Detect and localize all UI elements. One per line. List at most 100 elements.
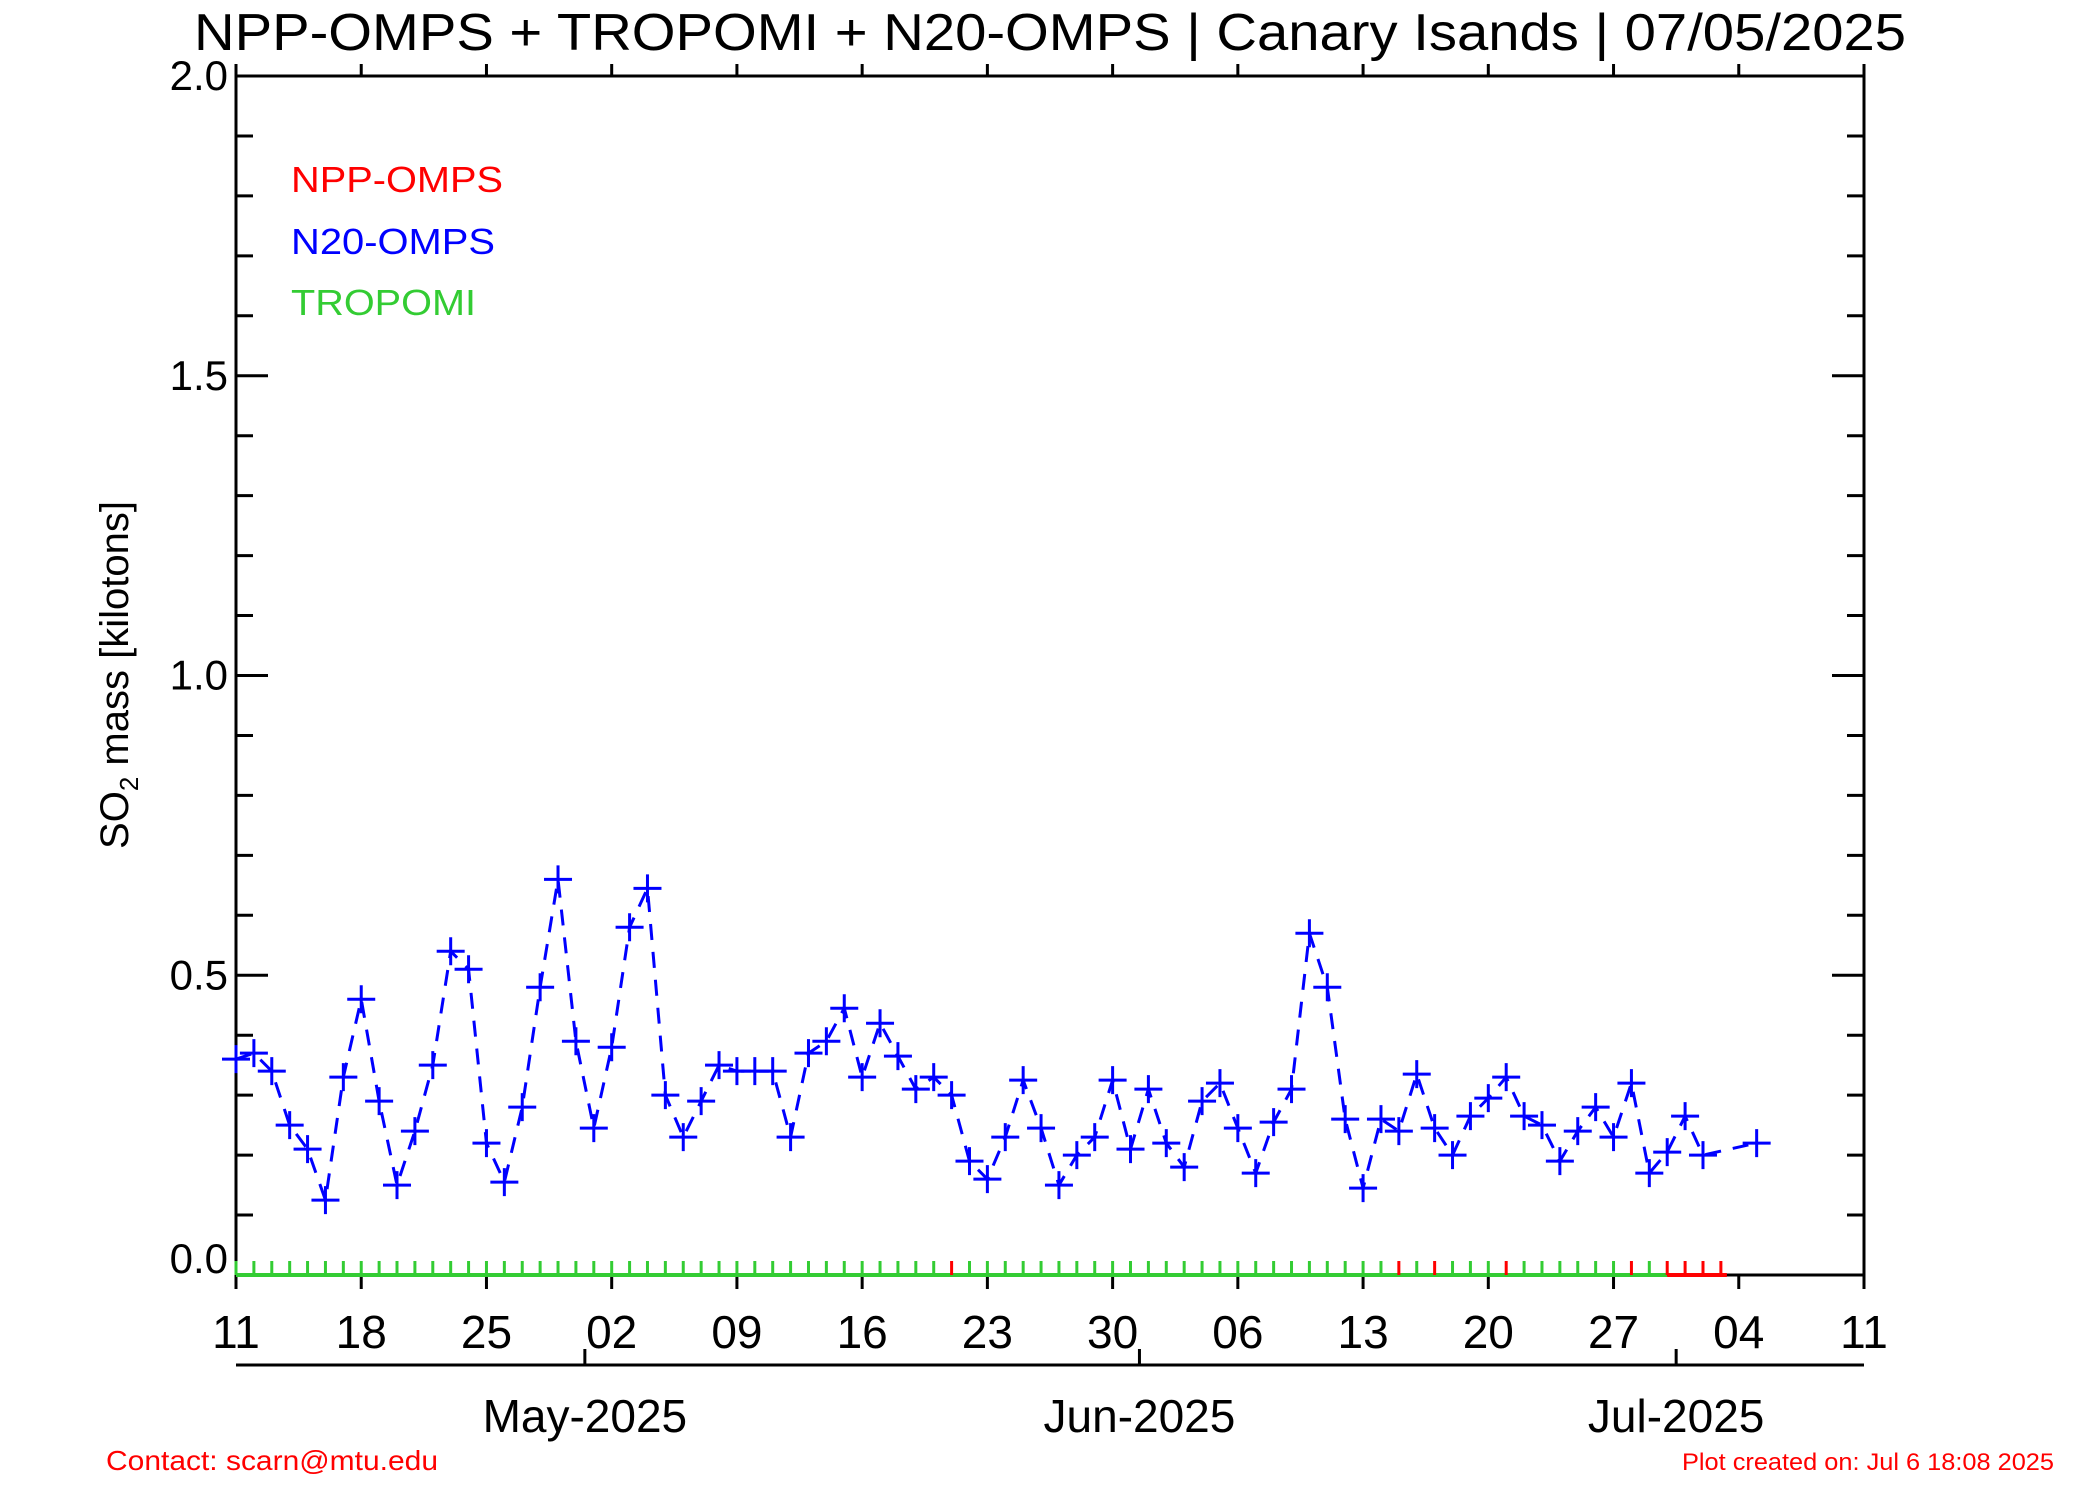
contact-footer: Contact: scarn@mtu.edu — [106, 1445, 438, 1476]
data-point-plus-marker — [257, 1057, 286, 1086]
data-point-plus-marker — [365, 1087, 394, 1116]
data-point-plus-marker — [1295, 919, 1324, 948]
data-point-plus-marker — [758, 1057, 787, 1086]
month-labels: May-2025 Jun-2025 Jul-2025 — [483, 1390, 1765, 1442]
data-point-plus-marker — [1349, 1174, 1378, 1203]
series-line — [235, 879, 1757, 1201]
x-tick-label: 09 — [711, 1306, 762, 1358]
legend-npp-omps: NPP-OMPS — [291, 159, 503, 200]
data-point-plus-marker — [812, 1027, 841, 1056]
y-tick-label: 0.5 — [170, 951, 228, 998]
data-point-plus-marker — [1241, 1159, 1270, 1188]
data-point-plus-marker — [1205, 1069, 1234, 1098]
data-point-plus-marker — [454, 955, 483, 984]
data-point-plus-marker — [1402, 1060, 1431, 1089]
x-tick-label: 02 — [586, 1306, 637, 1358]
data-point-plus-marker — [1384, 1117, 1413, 1146]
x-tick-label: 16 — [837, 1306, 888, 1358]
data-point-plus-marker — [508, 1093, 537, 1122]
data-point-plus-marker — [1062, 1141, 1091, 1170]
data-point-plus-marker — [329, 1063, 358, 1092]
data-point-plus-marker — [1044, 1171, 1073, 1200]
data-point-plus-marker — [472, 1129, 501, 1158]
data-point-plus-marker — [1510, 1102, 1539, 1131]
legend-tropomi: TROPOMI — [291, 282, 476, 323]
x-tick-label: 18 — [336, 1306, 387, 1358]
data-point-plus-marker — [776, 1123, 805, 1152]
data-point-plus-marker — [1116, 1135, 1145, 1164]
series-n20-omps — [222, 865, 1771, 1215]
x-tick-label: 20 — [1463, 1306, 1514, 1358]
data-point-plus-marker — [615, 913, 644, 942]
data-point-plus-marker — [1170, 1153, 1199, 1182]
data-point-plus-marker — [1188, 1087, 1217, 1116]
data-point-plus-marker — [1366, 1105, 1395, 1134]
data-point-plus-marker — [222, 1045, 250, 1074]
data-point-plus-marker — [919, 1063, 948, 1092]
data-point-plus-marker — [1617, 1069, 1646, 1098]
data-point-plus-marker — [579, 1114, 608, 1143]
data-point-plus-marker — [239, 1039, 268, 1068]
chart-title: NPP-OMPS + TROPOMI + N20-OMPS | Canary I… — [194, 4, 1906, 62]
x-tick-labels: 11 18 25 02 09 16 23 30 06 13 20 27 04 11 — [212, 1306, 1888, 1358]
y-tick-label: 1.5 — [170, 352, 228, 399]
data-point-plus-marker — [651, 1081, 680, 1110]
data-point-plus-marker — [1223, 1114, 1252, 1143]
x-tick-label: 06 — [1212, 1306, 1263, 1358]
x-tick-label: 27 — [1588, 1306, 1639, 1358]
data-point-plus-marker — [1259, 1108, 1288, 1137]
x-tick-label: 13 — [1337, 1306, 1388, 1358]
data-point-plus-marker — [669, 1123, 698, 1152]
data-point-plus-marker — [293, 1135, 322, 1164]
x-tick-label: 25 — [461, 1306, 512, 1358]
data-point-plus-marker — [275, 1111, 304, 1140]
data-point-plus-marker — [1009, 1066, 1038, 1095]
data-point-plus-marker — [1080, 1123, 1109, 1152]
data-point-plus-marker — [794, 1039, 823, 1068]
y-tick-labels: 0.0 0.5 1.0 1.5 2.0 — [170, 52, 228, 1282]
data-point-plus-marker — [1563, 1117, 1592, 1146]
data-point-plus-marker — [1742, 1129, 1771, 1158]
data-point-plus-marker — [1545, 1147, 1574, 1176]
data-point-plus-marker — [705, 1051, 734, 1080]
created-footer: Plot created on: Jul 6 18:08 2025 — [1682, 1449, 2054, 1476]
data-point-plus-marker — [1331, 1105, 1360, 1134]
x-tick-label: 04 — [1713, 1306, 1764, 1358]
data-point-plus-marker — [1456, 1102, 1485, 1131]
data-point-plus-marker — [1134, 1075, 1163, 1104]
data-point-plus-marker — [436, 937, 465, 966]
data-point-plus-marker — [1277, 1075, 1306, 1104]
data-point-plus-marker — [1599, 1123, 1628, 1152]
month-label: Jun-2025 — [1044, 1390, 1236, 1442]
data-point-plus-marker — [490, 1168, 519, 1197]
x-tick-label: 23 — [962, 1306, 1013, 1358]
data-point-plus-marker — [955, 1147, 984, 1176]
data-point-plus-marker — [400, 1117, 429, 1146]
data-point-plus-marker — [633, 874, 662, 903]
y-tick-label: 1.0 — [170, 652, 228, 699]
data-point-plus-marker — [883, 1042, 912, 1071]
data-point-plus-marker — [1635, 1159, 1664, 1188]
data-point-plus-marker — [544, 865, 573, 894]
month-label: May-2025 — [483, 1390, 688, 1442]
data-point-plus-marker — [1152, 1129, 1181, 1158]
data-point-plus-marker — [1098, 1066, 1127, 1095]
data-point-plus-marker — [1653, 1138, 1682, 1167]
data-point-plus-marker — [1313, 973, 1342, 1002]
data-point-plus-marker — [1527, 1111, 1556, 1140]
data-point-plus-marker — [866, 1009, 895, 1038]
data-point-plus-marker — [991, 1123, 1020, 1152]
data-point-plus-marker — [1581, 1093, 1610, 1122]
data-point-plus-marker — [1688, 1141, 1717, 1170]
data-point-plus-marker — [901, 1075, 930, 1104]
y-tick-label: 0.0 — [170, 1235, 228, 1282]
data-point-plus-marker — [561, 1027, 590, 1056]
data-point-plus-marker — [830, 994, 859, 1023]
data-point-plus-marker — [848, 1063, 877, 1092]
data-point-plus-marker — [526, 973, 555, 1002]
data-point-plus-marker — [597, 1033, 626, 1062]
legend-n20-omps: N20-OMPS — [291, 221, 495, 262]
data-point-plus-marker — [383, 1171, 412, 1200]
data-point-plus-marker — [1671, 1102, 1700, 1131]
